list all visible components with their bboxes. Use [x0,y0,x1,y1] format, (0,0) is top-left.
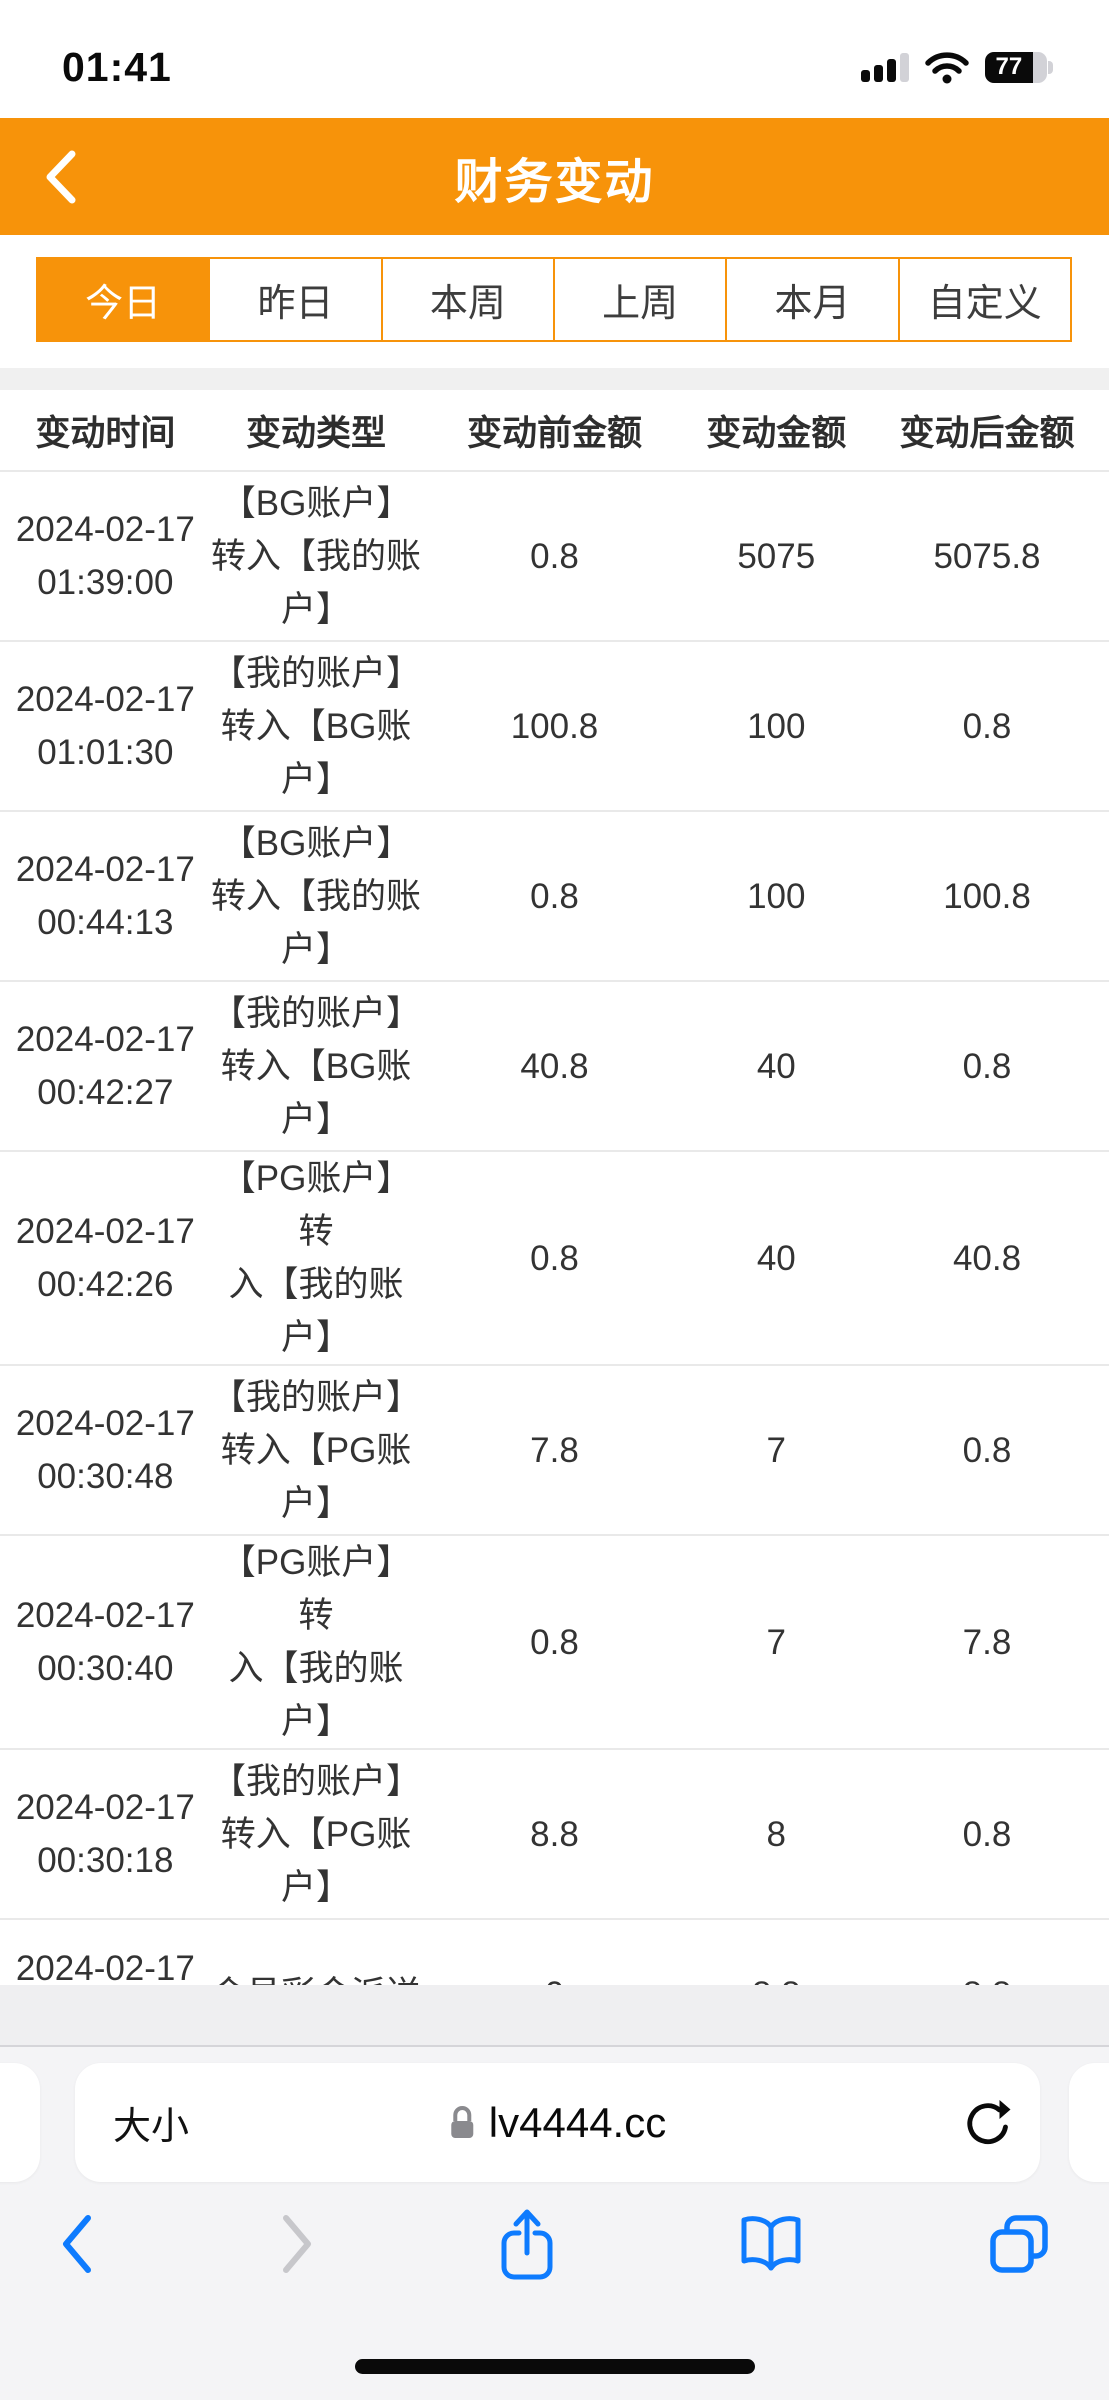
browser-back-button[interactable] [58,2212,96,2276]
cell-after: 5075.8 [933,536,1041,576]
home-indicator[interactable] [354,2359,755,2374]
cell-before: 8.8 [530,1814,579,1854]
filter-tab-today[interactable]: 今日 [36,257,211,342]
cell-change: 100 [747,876,806,916]
cell-change: 40 [756,1046,796,1086]
url-text: lv4444.cc [488,2098,667,2146]
address-bar[interactable]: 大小 lv4444.cc [75,2063,1040,2182]
transactions-tbody: 2024-02-17 01:39:00 【BG账户】 转入【我的账 户】 0.8 50… [0,471,1109,2069]
cell-before: 0.8 [530,536,579,576]
cell-after: 0.8 [962,1046,1012,1086]
page-title: 财务变动 [454,155,655,209]
col-header-change-amount: 变动金额 [706,413,847,453]
transaction-row: 2024-02-17 00:30:48 【我的账户】 转入【PG账 户】 7.8 7 0… [0,1365,1109,1535]
cell-time: 2024-02-17 00:42:27 [15,1020,195,1112]
cell-before: 100.8 [510,706,599,746]
cell-change: 40 [756,1238,796,1278]
filter-tab-yesterday[interactable]: 昨日 [208,257,383,342]
url-display[interactable]: lv4444.cc [449,2099,666,2147]
cell-time: 2024-02-17 01:39:00 [15,510,195,602]
filter-tab-last-week[interactable]: 上周 [552,257,728,342]
transaction-row: 2024-02-17 00:30:40 【PG账户】转 入【我的账 户】 0.8 7 7… [0,1535,1109,1749]
transaction-row: 2024-02-17 00:42:27 【我的账户】 转入【BG账 户】 40.8 4… [0,981,1109,1151]
filter-tab-this-month[interactable]: 本月 [725,257,900,342]
cell-change: 8 [766,1814,787,1854]
reload-button[interactable] [964,2097,1012,2149]
cell-change: 7 [766,1430,787,1470]
safari-bottom-bar: 大小 lv4444.cc [0,2045,1109,2400]
cell-before: 0.8 [530,1238,579,1278]
status-icons: 77 [861,50,1053,84]
col-header-after-amount: 变动后金额 [899,413,1075,453]
cell-type: 【PG账户】转 入【我的账 户】 [220,1543,412,1741]
previous-tab-peek[interactable] [0,2063,40,2182]
cell-type: 【我的账户】 转入【PG账 户】 [211,1761,422,1907]
cell-time: 2024-02-17 00:42:26 [15,1212,195,1304]
transactions-table: 变动时间 变动类型 变动前金额 变动金额 变动后金额 2024-02-17 01… [0,390,1109,2069]
cell-after: 40.8 [952,1238,1022,1278]
transaction-row: 2024-02-17 01:39:00 【BG账户】 转入【我的账 户】 0.8 50… [0,471,1109,641]
cell-type: 【PG账户】转 入【我的账 户】 [220,1159,412,1357]
filter-tab-this-week[interactable]: 本周 [380,257,555,342]
col-header-before-amount: 变动前金额 [466,413,642,453]
cell-after: 100.8 [943,876,1031,916]
battery-icon: 77 [985,51,1053,83]
cell-time: 2024-02-17 00:30:48 [15,1404,195,1496]
page-background-gap [0,1985,1109,2045]
cell-after: 0.8 [962,1430,1012,1470]
cell-time: 2024-02-17 01:01:30 [15,680,195,772]
back-icon[interactable] [42,149,80,205]
cell-type: 【我的账户】 转入【PG账 户】 [211,1377,422,1523]
cell-after: 0.8 [962,706,1012,746]
cell-time: 2024-02-17 00:30:40 [15,1596,195,1688]
cell-after: 0.8 [962,1814,1012,1854]
table-header-row: 变动时间 变动类型 变动前金额 变动金额 变动后金额 [0,390,1109,471]
transaction-row: 2024-02-17 00:44:13 【BG账户】 转入【我的账 户】 0.8 10… [0,811,1109,981]
filter-tabs: 今日 昨日 本周 上周 本月 自定义 [36,257,1072,342]
cell-before: 0.8 [530,1622,579,1662]
cell-change: 100 [747,706,806,746]
next-tab-peek[interactable] [1069,2063,1109,2182]
cell-type: 【我的账户】 转入【BG账 户】 [211,653,422,799]
status-bar: 01:41 77 [0,0,1109,118]
status-time: 01:41 [62,43,172,90]
cell-after: 7.8 [962,1622,1012,1662]
tabs-button[interactable] [987,2212,1051,2276]
text-size-button[interactable]: 大小 [113,2106,190,2148]
wifi-icon [925,52,969,84]
col-header-time: 变动时间 [35,413,176,453]
transaction-row: 2024-02-17 00:30:18 【我的账户】 转入【PG账 户】 8.8 8 0… [0,1749,1109,1919]
browser-toolbar [0,2205,1109,2283]
cell-before: 0.8 [530,876,579,916]
col-header-type: 变动类型 [246,413,387,453]
browser-forward-button[interactable] [278,2212,316,2276]
cell-type: 【BG账户】 转入【我的账 户】 [211,823,422,969]
cell-change: 7 [766,1622,787,1662]
cell-type: 【BG账户】 转入【我的账 户】 [211,483,422,629]
transaction-row: 2024-02-17 01:01:30 【我的账户】 转入【BG账 户】 100.8… [0,641,1109,811]
cell-change: 5075 [737,536,816,576]
cell-time: 2024-02-17 00:30:18 [15,1788,195,1880]
bookmarks-button[interactable] [737,2214,805,2274]
filter-tab-custom[interactable]: 自定义 [897,257,1072,342]
cell-type: 【我的账户】 转入【BG账 户】 [211,993,422,1139]
cell-before: 40.8 [520,1046,589,1086]
battery-level: 77 [985,51,1033,83]
cellular-signal-icon [861,52,909,82]
app-header: 财务变动 [0,118,1109,235]
lock-icon [450,2105,473,2138]
share-button[interactable] [498,2205,556,2283]
cell-before: 7.8 [530,1430,579,1470]
section-divider-strip [0,368,1109,390]
cell-time: 2024-02-17 00:44:13 [15,850,195,942]
transaction-row: 2024-02-17 00:42:26 【PG账户】转 入【我的账 户】 0.8 40… [0,1151,1109,1365]
